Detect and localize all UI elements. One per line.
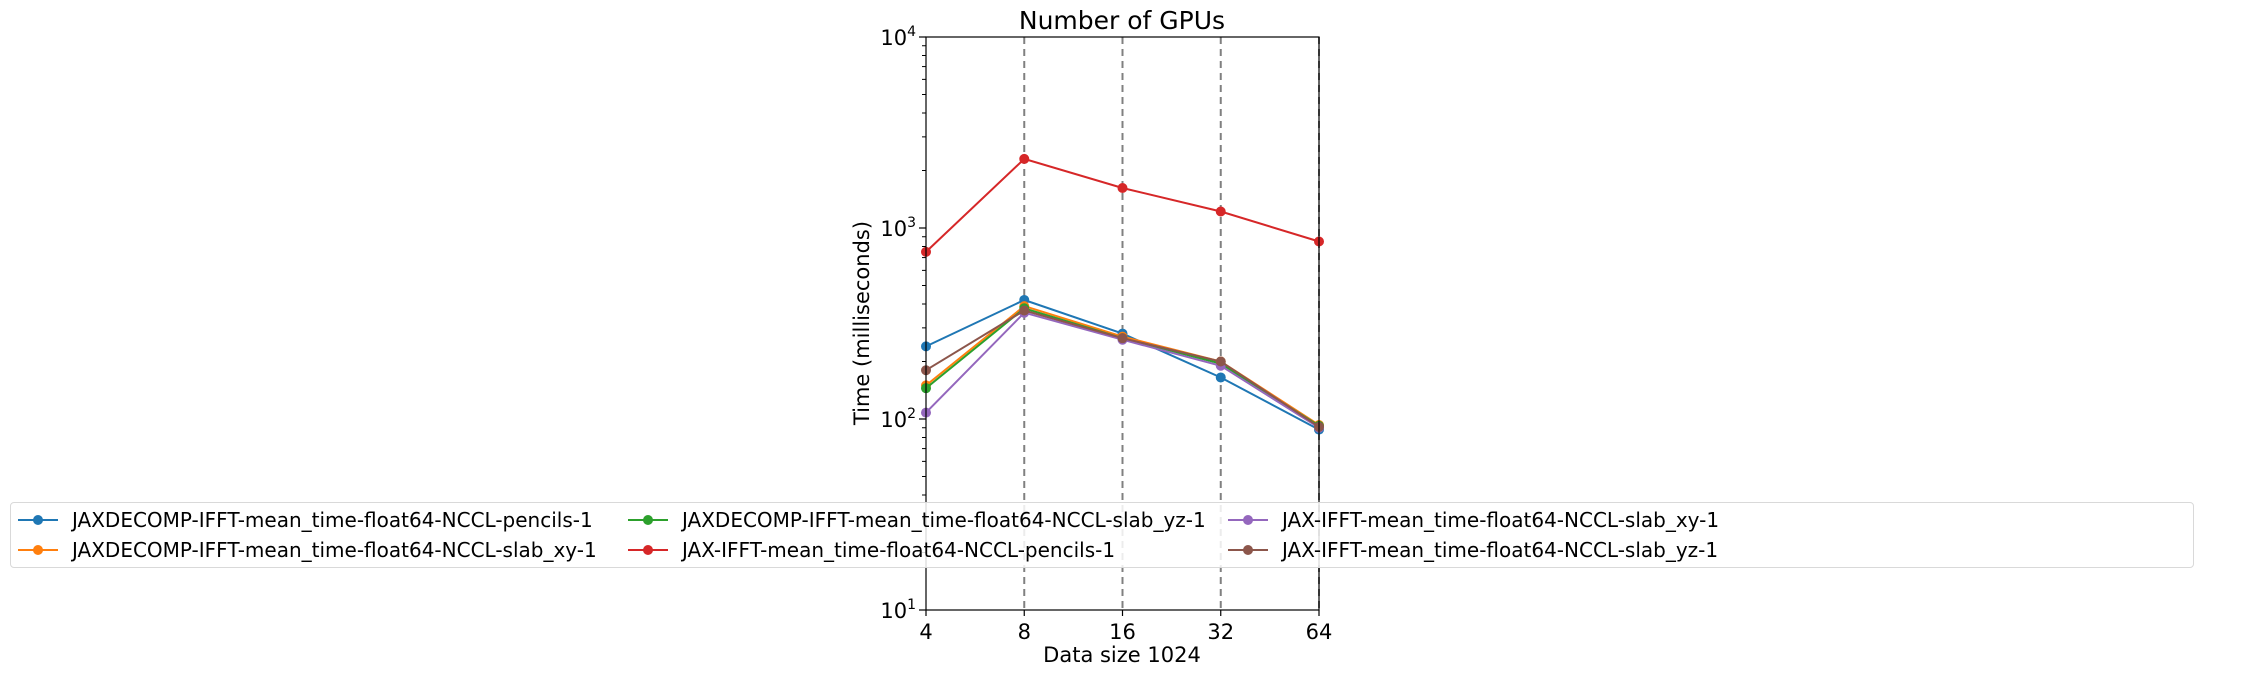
legend-swatch [18,515,58,525]
y-axis-label: Time (milliseconds) [850,221,874,426]
x-tick-label: 32 [1207,620,1234,644]
y-tick-label: 102 [880,406,916,432]
legend-label: JAX-IFFT-mean_time-float64-NCCL-pencils-… [682,538,1116,562]
chart-title: Number of GPUs [1019,6,1225,35]
series-layer [921,153,1324,435]
legend-label: JAXDECOMP-IFFT-mean_time-float64-NCCL-sl… [72,538,597,562]
legend-item: JAX-IFFT-mean_time-float64-NCCL-slab_yz-… [1226,536,1718,564]
x-axis: 4 8 16 32 64 [919,610,1332,644]
series-6 [921,305,1324,432]
data-point [1215,372,1226,383]
legend-label: JAXDECOMP-IFFT-mean_time-float64-NCCL-pe… [72,508,593,532]
x-tick-label: 4 [919,620,932,644]
legend-label: JAX-IFFT-mean_time-float64-NCCL-slab_xy-… [1282,508,1720,532]
y-tick-label: 104 [880,24,916,50]
series-4 [921,153,1324,257]
x-axis-label: Data size 1024 [1043,643,1201,667]
data-point [1117,333,1128,344]
chart-legend: JAXDECOMP-IFFT-mean_time-float64-NCCL-pe… [10,502,2194,568]
legend-swatch [1228,515,1268,525]
legend-label: JAXDECOMP-IFFT-mean_time-float64-NCCL-sl… [682,508,1206,532]
data-point [1215,206,1226,217]
y-tick-label: 103 [880,215,916,241]
legend-swatch [628,545,668,555]
legend-label: JAX-IFFT-mean_time-float64-NCCL-slab_yz-… [1282,538,1719,562]
data-point [1019,153,1030,164]
legend-swatch [1228,545,1268,555]
legend-swatch [628,515,668,525]
y-tick-label: 101 [880,597,916,623]
x-tick-label: 16 [1109,620,1136,644]
legend-item: JAXDECOMP-IFFT-mean_time-float64-NCCL-pe… [16,506,593,534]
legend-item: JAX-IFFT-mean_time-float64-NCCL-pencils-… [626,536,1115,564]
data-point [1215,356,1226,367]
x-tick-label: 8 [1018,620,1031,644]
data-point [1117,182,1128,193]
x-tick-label: 64 [1306,620,1333,644]
legend-item: JAX-IFFT-mean_time-float64-NCCL-slab_xy-… [1226,506,1719,534]
data-point [1019,305,1030,316]
legend-item: JAXDECOMP-IFFT-mean_time-float64-NCCL-sl… [626,506,1206,534]
legend-swatch [18,545,58,555]
y-axis: 101 102 103 104 [880,24,926,623]
legend-item: JAXDECOMP-IFFT-mean_time-float64-NCCL-sl… [16,536,597,564]
